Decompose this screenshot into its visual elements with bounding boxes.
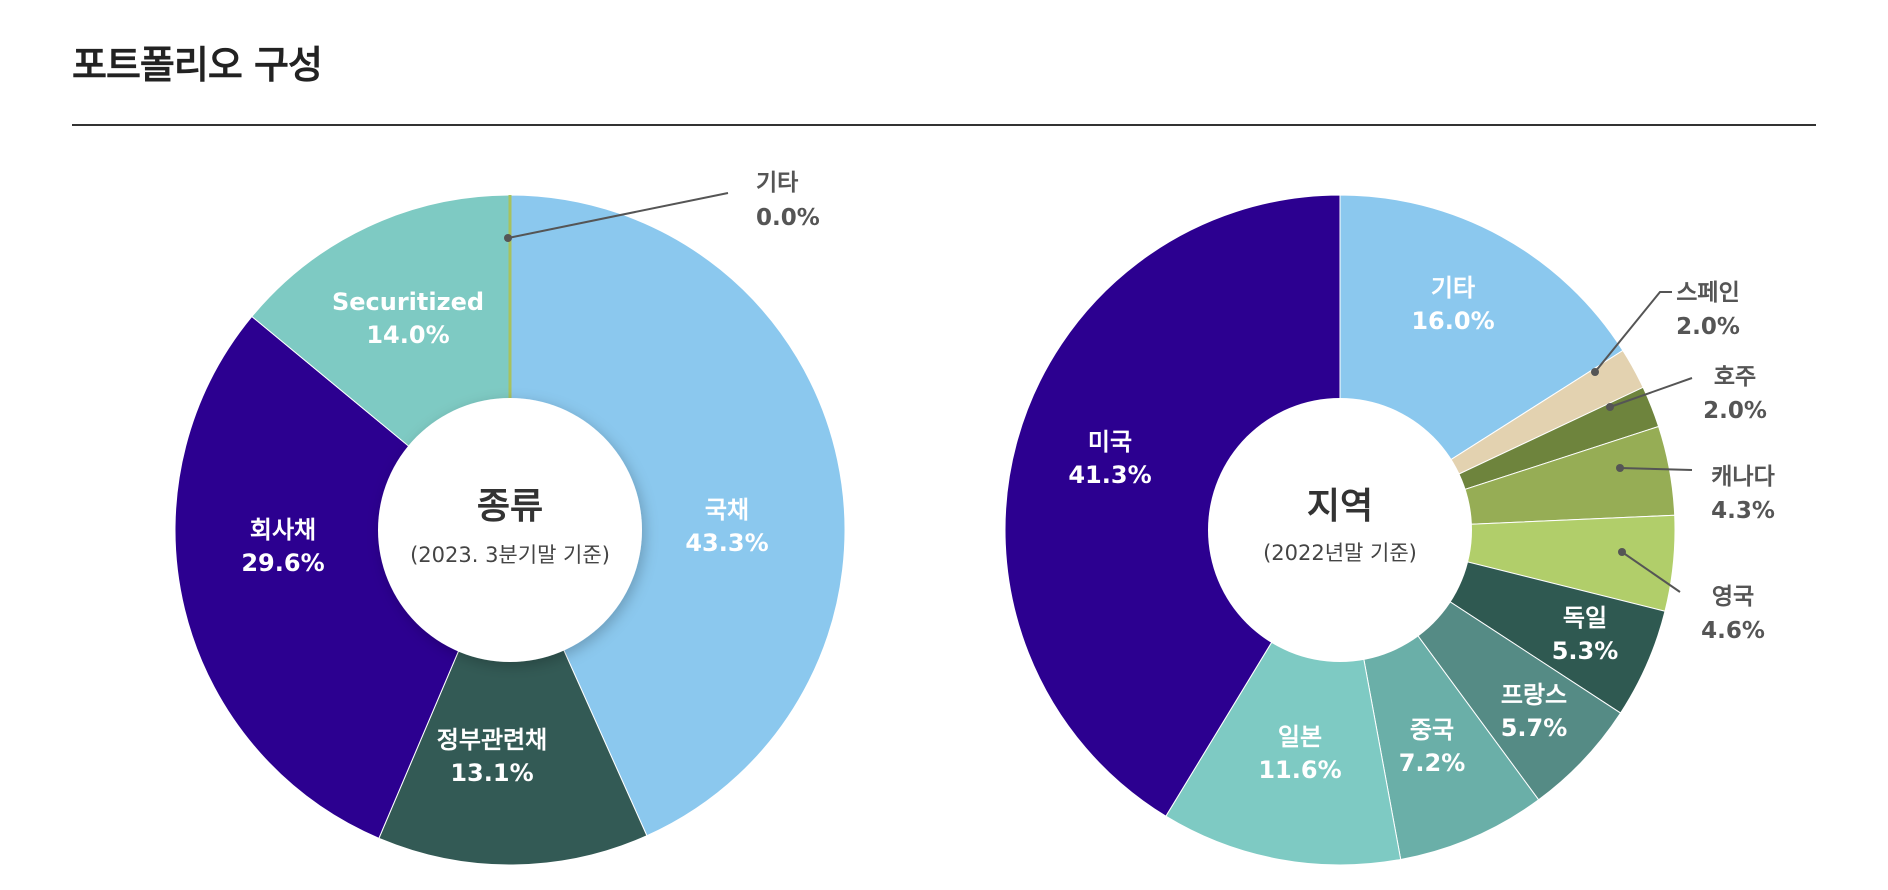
type-center-title: 종류 (477, 486, 543, 527)
type-slice-label-gukchae: 국채 43.3% (685, 496, 768, 557)
slice-value: 5.3% (1552, 637, 1619, 665)
slice-name: Securitized (332, 288, 484, 316)
slice-name: 기타 (756, 170, 798, 196)
slice-name: 중국 (1410, 716, 1454, 744)
slice-value: 13.1% (450, 759, 533, 787)
slice-name: 미국 (1088, 428, 1132, 456)
type-center-subtitle: (2023. 3분기말 기준) (410, 543, 610, 567)
title-divider (72, 124, 1816, 126)
region-callout-canada: 캐나다 4.3% (1616, 464, 1775, 524)
type-slice-2 (174, 315, 511, 839)
type-callout-other: 기타 0.0% (504, 170, 820, 242)
slice-value: 29.6% (241, 549, 324, 577)
type-donut-center (378, 398, 642, 662)
type-slice-label-govt-related: 정부관련채 13.1% (437, 726, 547, 787)
callout-leader-line (507, 192, 729, 239)
region-slice-9 (1004, 194, 1341, 817)
callout-dot (504, 234, 512, 242)
callout-dot (1618, 548, 1626, 556)
slice-value: 0.0% (756, 205, 820, 231)
slice-value: 5.7% (1501, 714, 1568, 742)
slice-value: 16.0% (1411, 307, 1494, 335)
region-slice-label-other: 기타 16.0% (1411, 274, 1494, 335)
slice-value: 4.6% (1701, 618, 1765, 644)
slice-name: 캐나다 (1711, 464, 1774, 490)
slice-value: 2.0% (1676, 314, 1740, 340)
region-slice-label-usa: 미국 41.3% (1068, 428, 1151, 489)
slice-value: 11.6% (1258, 756, 1341, 784)
region-slice-label-china: 중국 7.2% (1399, 716, 1466, 777)
slice-value: 41.3% (1068, 461, 1151, 489)
type-slice-0 (509, 194, 846, 837)
region-slice-label-france: 프랑스 5.7% (1501, 681, 1568, 742)
type-slice-label-corporate: 회사채 29.6% (241, 516, 324, 577)
slice-name: 일본 (1278, 723, 1322, 751)
region-callout-australia: 호주 2.0% (1606, 364, 1767, 424)
type-donut-chart: 종류 (2023. 3분기말 기준) 국채 43.3% 정부관련채 13.1% … (174, 170, 846, 866)
region-donut-center (1208, 398, 1472, 662)
callout-leader-line (1621, 551, 1681, 593)
type-slice-label-securitized: Securitized 14.0% (332, 288, 484, 349)
region-slice-label-japan: 일본 11.6% (1258, 723, 1341, 784)
callout-leader-line (1619, 467, 1693, 471)
region-center-subtitle: (2022년말 기준) (1263, 541, 1417, 565)
slice-value: 4.3% (1711, 498, 1775, 524)
region-center-title: 지역 (1307, 486, 1373, 527)
slice-name: 독일 (1563, 604, 1607, 632)
slice-name: 회사채 (250, 516, 316, 544)
region-callout-spain: 스페인 2.0% (1591, 280, 1740, 376)
region-donut-chart: 지역 (2022년말 기준) 기타 16.0% 독일 5.3% 프랑스 5.7%… (1004, 194, 1775, 866)
slice-name: 스페인 (1676, 280, 1739, 306)
slice-value: 2.0% (1703, 398, 1767, 424)
slice-name: 기타 (1431, 274, 1475, 302)
callout-leader-line (1594, 291, 1672, 373)
type-donut-slices (174, 194, 846, 866)
slice-name: 영국 (1712, 584, 1754, 610)
page-title: 포트폴리오 구성 (72, 43, 323, 87)
callout-dot (1591, 368, 1599, 376)
region-slice-label-germany: 독일 5.3% (1552, 604, 1619, 665)
callout-leader-line (1609, 377, 1693, 408)
slice-name: 국채 (705, 496, 749, 524)
callout-dot (1606, 403, 1614, 411)
slice-name: 정부관련채 (437, 726, 547, 754)
slice-value: 43.3% (685, 529, 768, 557)
type-slice-1 (378, 528, 648, 866)
region-callout-uk: 영국 4.6% (1618, 548, 1765, 644)
slice-name: 호주 (1714, 364, 1756, 390)
slice-value: 14.0% (366, 321, 449, 349)
slice-name: 프랑스 (1501, 681, 1567, 709)
callout-dot (1616, 464, 1624, 472)
slice-value: 7.2% (1399, 749, 1466, 777)
